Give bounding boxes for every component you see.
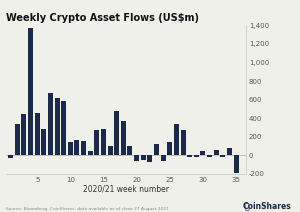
- Text: Ⓢ: Ⓢ: [244, 202, 249, 211]
- Bar: [227, 148, 232, 155]
- Bar: [214, 150, 219, 155]
- Bar: [141, 155, 146, 160]
- Bar: [154, 144, 159, 155]
- Bar: [121, 121, 126, 155]
- Bar: [234, 155, 239, 173]
- Bar: [68, 142, 73, 155]
- Bar: [101, 129, 106, 155]
- Bar: [108, 146, 112, 155]
- Bar: [41, 129, 46, 155]
- Bar: [28, 28, 33, 155]
- Bar: [35, 113, 40, 155]
- Bar: [48, 93, 53, 155]
- Bar: [174, 124, 179, 155]
- Text: Source: Bloomberg, CoinShares, data available as of close 27 August 2021: Source: Bloomberg, CoinShares, data avai…: [6, 207, 169, 211]
- Text: CoinShares: CoinShares: [242, 202, 291, 211]
- Bar: [74, 140, 80, 155]
- Bar: [61, 102, 66, 155]
- Bar: [114, 111, 119, 155]
- Bar: [167, 142, 172, 155]
- Bar: [187, 155, 192, 157]
- Bar: [8, 155, 13, 158]
- Bar: [181, 130, 185, 155]
- Bar: [147, 155, 152, 162]
- Bar: [88, 151, 93, 155]
- X-axis label: 2020/21 week number: 2020/21 week number: [83, 184, 169, 193]
- Bar: [15, 124, 20, 155]
- Bar: [207, 155, 212, 157]
- Bar: [194, 155, 199, 157]
- Bar: [55, 98, 59, 155]
- Bar: [160, 155, 166, 161]
- Bar: [220, 155, 225, 157]
- Bar: [81, 141, 86, 155]
- Bar: [94, 130, 99, 155]
- Text: Weekly Crypto Asset Flows (US$m): Weekly Crypto Asset Flows (US$m): [6, 13, 199, 23]
- Bar: [128, 146, 133, 155]
- Bar: [134, 155, 139, 161]
- Bar: [21, 114, 26, 155]
- Bar: [200, 151, 206, 155]
